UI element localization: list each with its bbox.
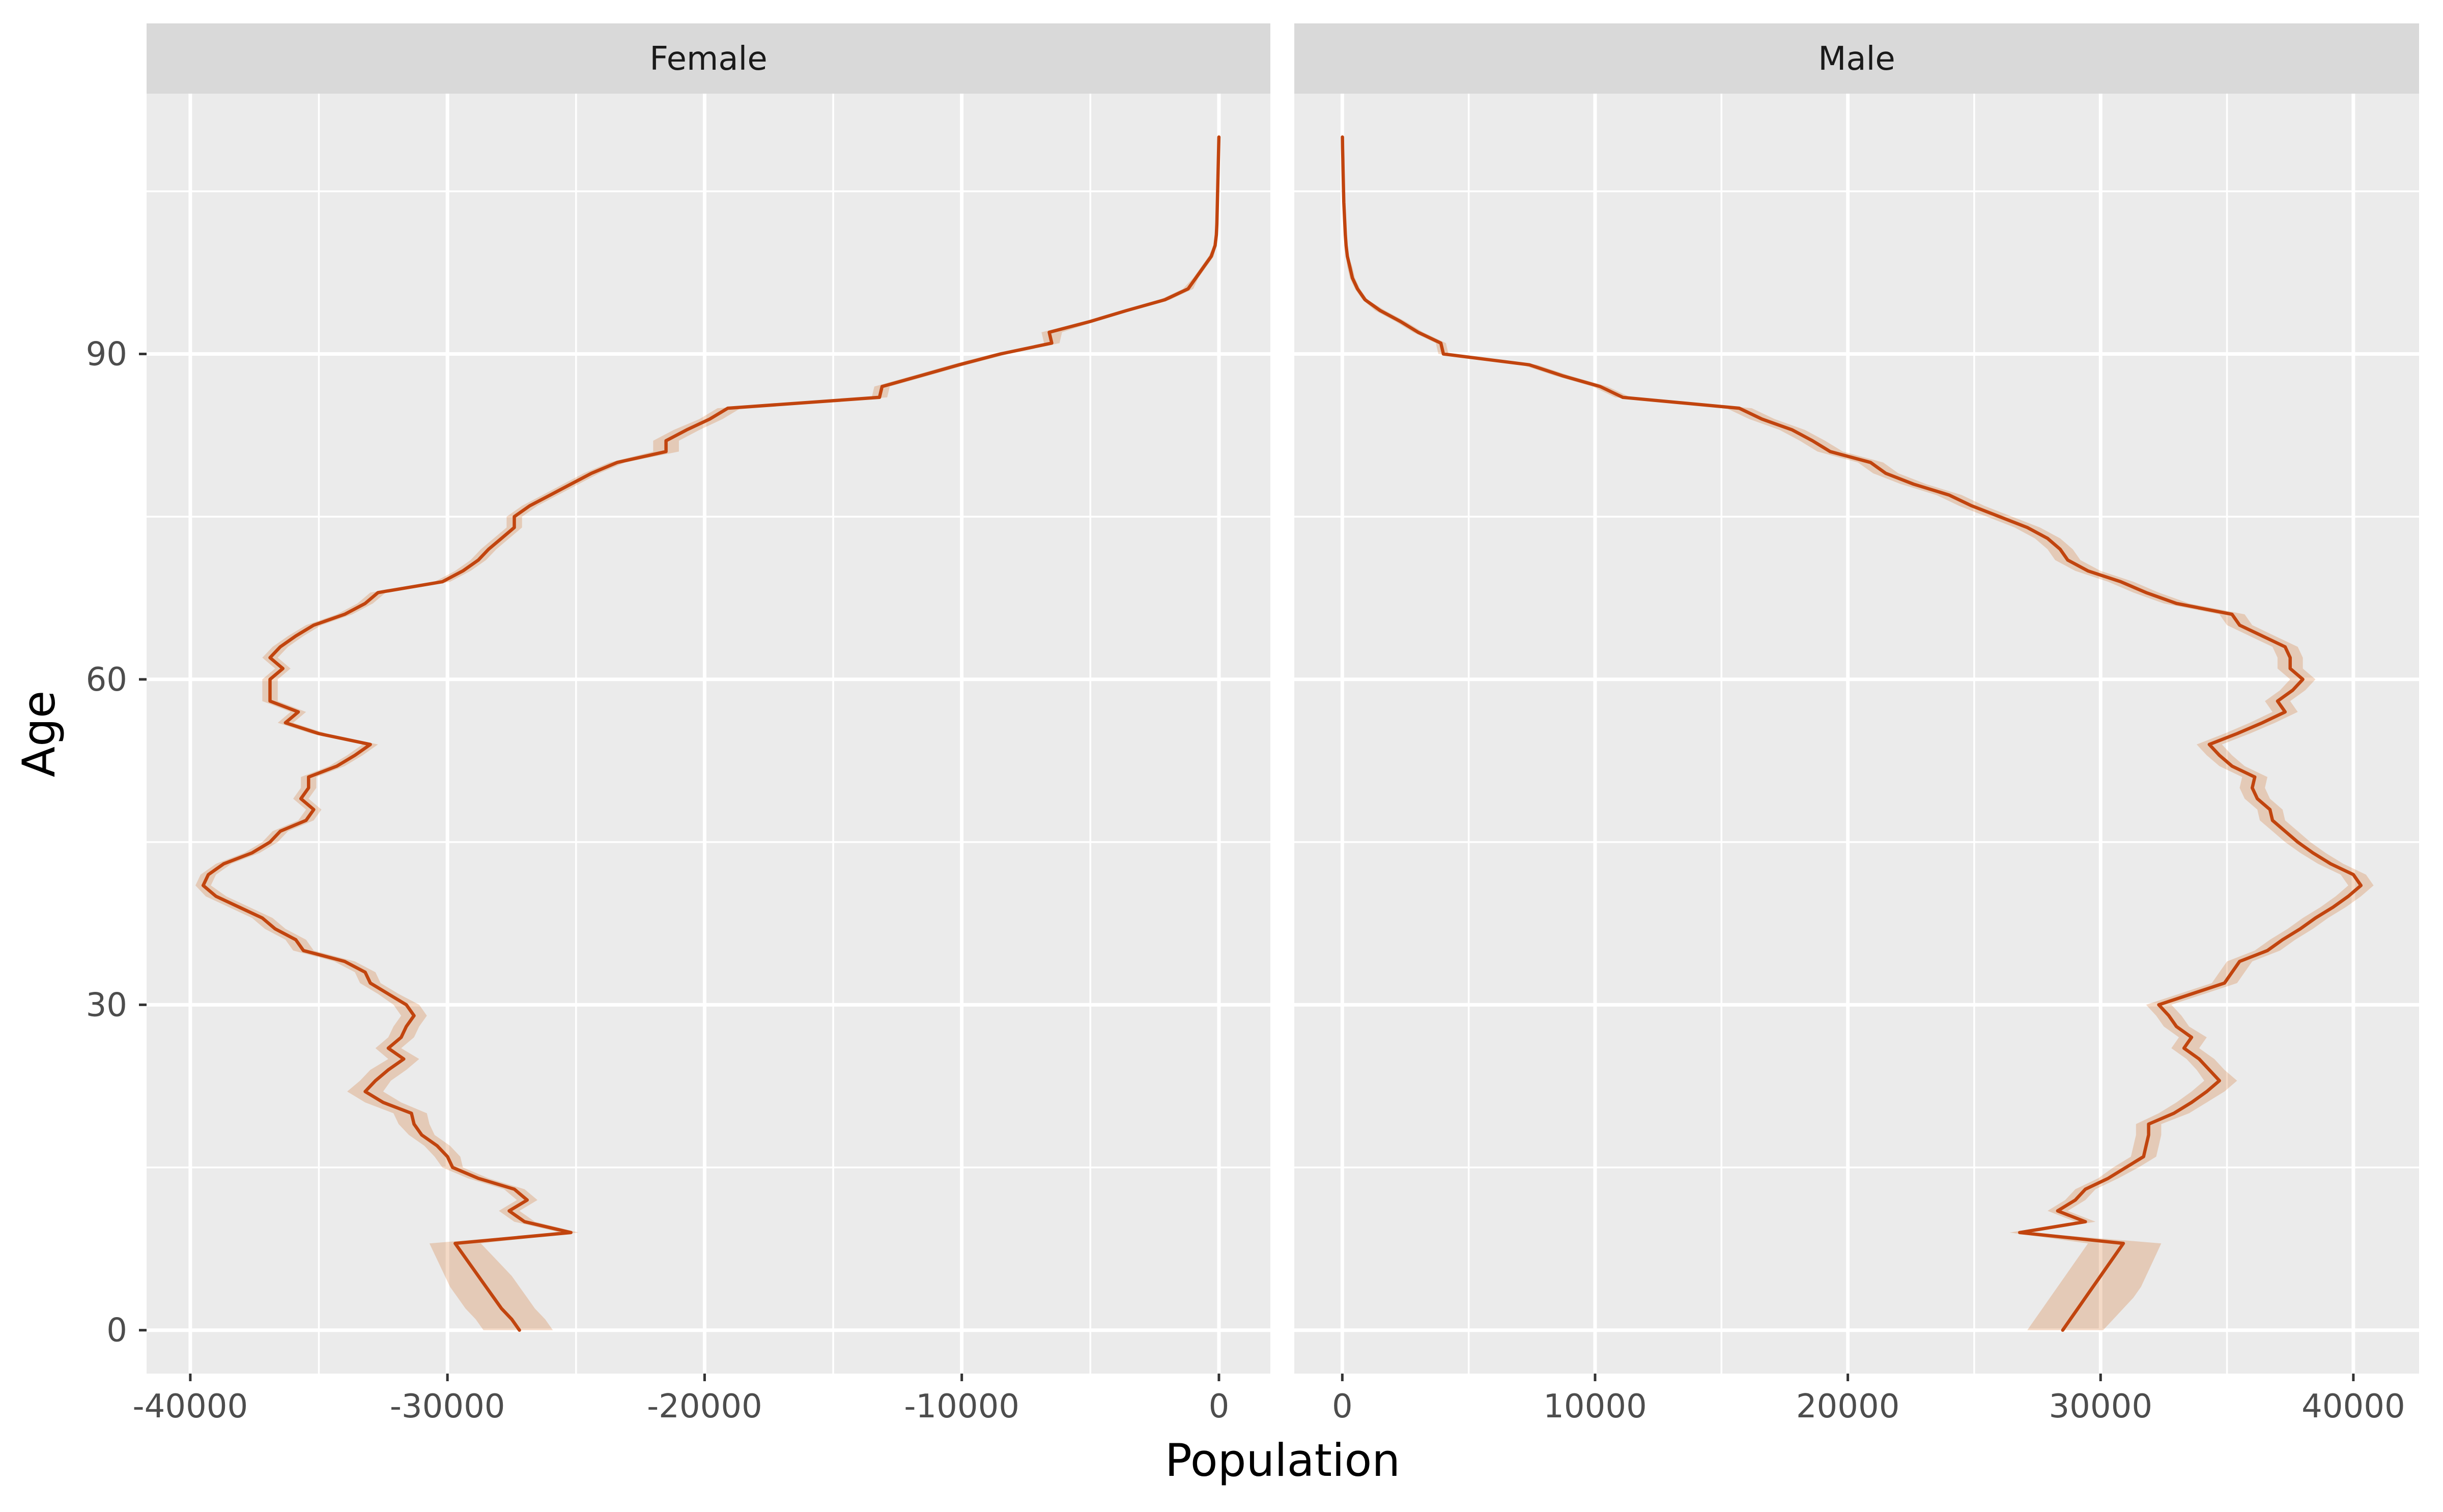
facet-label-female: Female <box>649 40 767 78</box>
x-tick-label: 0 <box>1209 1388 1230 1425</box>
x-tick-label: -40000 <box>133 1388 248 1425</box>
y-axis: 0 30 60 90 <box>86 336 147 1350</box>
x-tick-label: 30000 <box>2049 1388 2152 1425</box>
y-axis-title: Age <box>13 691 65 777</box>
x-axis-female: -40000 -30000 -20000 -10000 0 <box>133 1374 1230 1425</box>
facet-panel-male: Male 0 10000 20000 30000 40000 <box>1294 23 2419 1425</box>
facet-strip-female <box>147 23 1270 94</box>
facet-label-male: Male <box>1818 40 1895 78</box>
gridlines-male <box>1294 94 2419 1374</box>
facet-panel-female: Female -40000 -30000 -20000 -10000 0 <box>133 23 1270 1425</box>
series-line-female <box>201 135 1221 1332</box>
x-tick-label: 40000 <box>2302 1388 2405 1425</box>
series-line-male <box>1341 135 2363 1332</box>
x-tick-label: 20000 <box>1796 1388 1900 1425</box>
plot-panel-female <box>147 94 1270 1374</box>
y-tick-label: 0 <box>106 1312 127 1350</box>
x-tick-label: -30000 <box>390 1388 505 1425</box>
x-tick-label: -10000 <box>904 1388 1019 1425</box>
x-tick-label: -20000 <box>647 1388 762 1425</box>
population-line-female <box>201 135 1221 1332</box>
x-tick-label: 10000 <box>1543 1388 1647 1425</box>
x-tick-label: 0 <box>1332 1388 1353 1425</box>
y-tick-label: 90 <box>86 336 127 374</box>
y-tick-label: 60 <box>86 661 127 699</box>
y-tick-label: 30 <box>86 986 127 1024</box>
facet-strip-male <box>1294 23 2419 94</box>
plot-panel-male <box>1294 94 2419 1374</box>
population-line-male <box>1341 135 2363 1332</box>
x-axis-title: Population <box>1165 1434 1400 1487</box>
x-axis-male: 0 10000 20000 30000 40000 <box>1332 1374 2405 1425</box>
gridlines-female <box>147 94 1270 1374</box>
